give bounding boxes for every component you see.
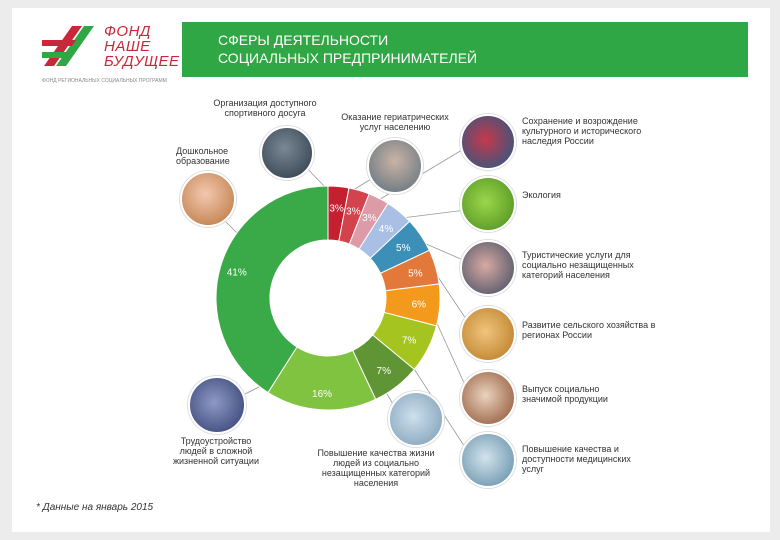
slice-value-label: 41% — [227, 267, 247, 278]
slice-value-label: 3% — [329, 203, 344, 214]
label-preschool: Дошкольное образование — [176, 146, 230, 166]
label-employment: Трудоустройство людей в сложной жизненно… — [173, 436, 259, 466]
slice-value-label: 6% — [412, 300, 427, 311]
slide: ФОНД НАШЕ БУДУЩЕЕ ФОНД РЕГИОНАЛЬНЫХ СОЦИ… — [12, 8, 770, 532]
slice-value-label: 7% — [402, 335, 417, 346]
medical-photo — [460, 432, 516, 488]
donut-slice — [215, 185, 329, 394]
label-medical: Повышение качества и доступности медицин… — [522, 444, 631, 474]
geriatric-photo — [367, 138, 423, 194]
logo-line-3: БУДУЩЕЕ — [104, 53, 180, 70]
slice-value-label: 16% — [312, 389, 332, 400]
title-line-2: СОЦИАЛЬНЫХ ПРЕДПРИНИМАТЕЛЕЙ — [218, 50, 478, 66]
label-heritage: Сохранение и возрождение культурного и и… — [522, 116, 642, 146]
logo-mark-icon — [42, 26, 94, 66]
quality-life-photo — [388, 391, 444, 447]
title-line-1: СФЕРЫ ДЕЯТЕЛЬНОСТИ — [218, 32, 389, 48]
logo-subtitle: ФОНД РЕГИОНАЛЬНЫХ СОЦИАЛЬНЫХ ПРОГРАММ — [42, 78, 167, 84]
ecology-photo — [460, 176, 516, 232]
footnote: * Данные на январь 2015 — [36, 502, 154, 513]
label-agriculture: Развитие сельского хозяйства в регионах … — [522, 320, 656, 340]
slice-value-label: 5% — [396, 243, 411, 254]
agriculture-photo — [460, 306, 516, 362]
slice-value-label: 7% — [377, 366, 392, 377]
label-geriatric: Оказание гериатрических услуг населению — [341, 112, 449, 132]
logo-line-1: ФОНД — [104, 23, 151, 40]
slice-value-label: 5% — [408, 269, 423, 280]
heritage-photo — [460, 114, 516, 170]
employment-photo — [188, 376, 246, 434]
tourism-photo — [460, 240, 516, 296]
logo-line-2: НАШЕ — [104, 38, 151, 55]
slice-value-label: 3% — [362, 213, 377, 224]
label-ecology: Экология — [522, 190, 561, 200]
title-banner: СФЕРЫ ДЕЯТЕЛЬНОСТИ СОЦИАЛЬНЫХ ПРЕДПРИНИМ… — [182, 22, 748, 77]
preschool-photo — [180, 171, 236, 227]
sport-photo — [260, 126, 314, 180]
fund-logo: ФОНД НАШЕ БУДУЩЕЕ ФОНД РЕГИОНАЛЬНЫХ СОЦИ… — [42, 22, 182, 92]
slice-value-label: 3% — [346, 207, 361, 218]
page-title: СФЕРЫ ДЕЯТЕЛЬНОСТИ СОЦИАЛЬНЫХ ПРЕДПРИНИМ… — [218, 31, 638, 67]
production-photo — [460, 370, 516, 426]
label-quality-life: Повышение качества жизни людей из социал… — [317, 448, 435, 488]
label-sport: Организация доступного спортивного досуг… — [213, 98, 317, 118]
label-production: Выпуск социально значимой продукции — [522, 384, 608, 404]
logo-wordmark: ФОНД НАШЕ БУДУЩЕЕ — [104, 24, 180, 69]
slice-value-label: 4% — [379, 224, 394, 235]
label-tourism: Туристические услуги для социально незащ… — [522, 250, 634, 280]
